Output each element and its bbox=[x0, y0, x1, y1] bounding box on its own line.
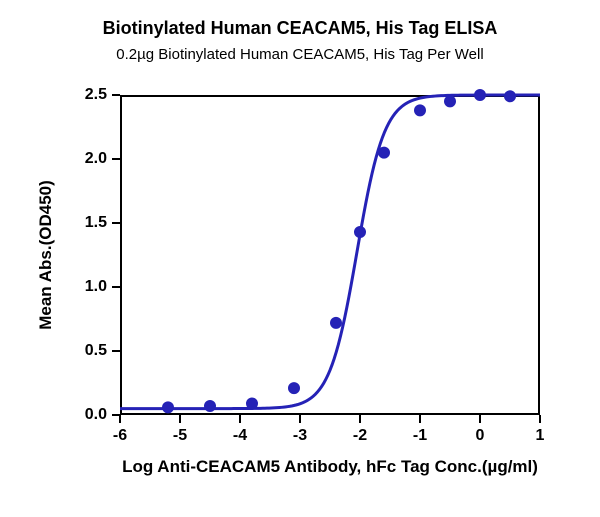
fit-curve bbox=[120, 95, 540, 409]
x-tick bbox=[539, 415, 541, 423]
x-tick-label: 0 bbox=[476, 427, 485, 445]
data-point bbox=[247, 398, 258, 409]
y-tick bbox=[112, 286, 120, 288]
x-axis-label: Log Anti-CEACAM5 Antibody, hFc Tag Conc.… bbox=[120, 457, 540, 477]
data-point bbox=[205, 401, 216, 412]
y-tick bbox=[112, 222, 120, 224]
y-tick bbox=[112, 158, 120, 160]
x-tick bbox=[479, 415, 481, 423]
y-tick bbox=[112, 94, 120, 96]
y-tick-label: 1.0 bbox=[67, 278, 107, 296]
x-tick-label: -1 bbox=[413, 427, 427, 445]
x-tick-label: -4 bbox=[233, 427, 247, 445]
y-axis-label: Mean Abs.(OD450) bbox=[36, 95, 56, 415]
y-tick-label: 0.5 bbox=[67, 342, 107, 360]
data-point bbox=[331, 317, 342, 328]
data-point bbox=[475, 90, 486, 101]
x-tick bbox=[359, 415, 361, 423]
x-tick-label: -5 bbox=[173, 427, 187, 445]
x-tick-label: -3 bbox=[293, 427, 307, 445]
y-tick-label: 1.5 bbox=[67, 214, 107, 232]
data-point bbox=[355, 226, 366, 237]
elisa-chart: Biotinylated Human CEACAM5, His Tag ELIS… bbox=[0, 0, 600, 517]
x-tick bbox=[119, 415, 121, 423]
x-tick-label: -2 bbox=[353, 427, 367, 445]
x-tick-label: 1 bbox=[536, 427, 545, 445]
y-tick bbox=[112, 350, 120, 352]
x-tick-label: -6 bbox=[113, 427, 127, 445]
data-point bbox=[445, 96, 456, 107]
x-tick bbox=[419, 415, 421, 423]
data-point bbox=[163, 402, 174, 413]
data-point bbox=[289, 383, 300, 394]
y-tick-label: 2.0 bbox=[67, 150, 107, 168]
x-tick bbox=[239, 415, 241, 423]
y-tick-label: 0.0 bbox=[67, 406, 107, 424]
data-point bbox=[379, 147, 390, 158]
data-point bbox=[505, 91, 516, 102]
y-tick bbox=[112, 414, 120, 416]
x-tick bbox=[179, 415, 181, 423]
x-tick bbox=[299, 415, 301, 423]
y-tick-label: 2.5 bbox=[67, 86, 107, 104]
data-point bbox=[415, 105, 426, 116]
